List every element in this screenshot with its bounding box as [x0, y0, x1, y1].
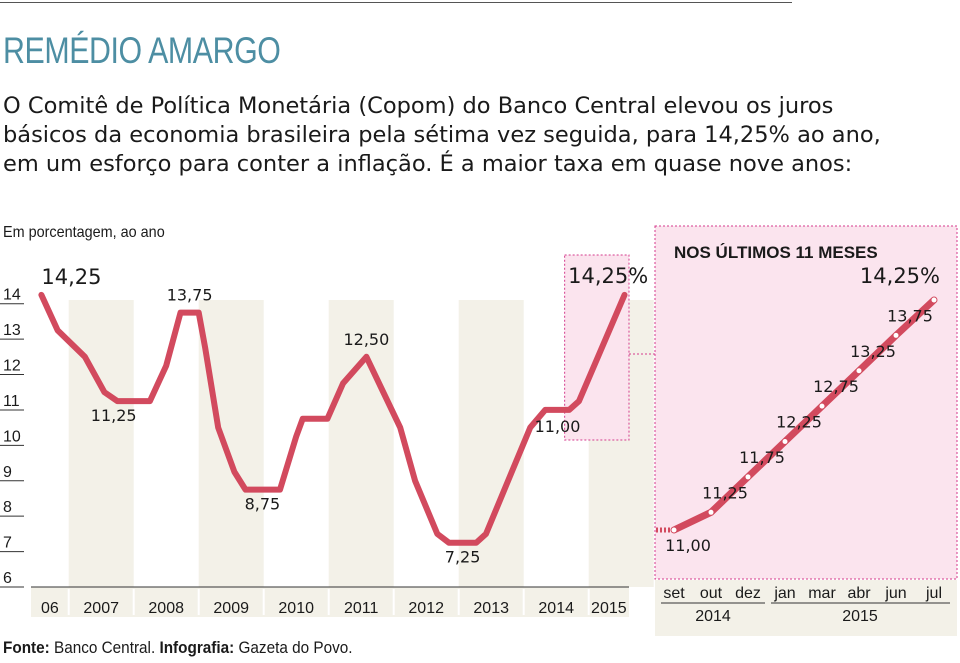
year-bands [31, 300, 654, 617]
main-series-line [38, 291, 628, 546]
inset-point [893, 332, 899, 338]
inset-title: NOS ÚLTIMOS 11 MESES [674, 243, 878, 262]
inset-value-label: 12,25 [776, 413, 822, 432]
inset-month-label: abr [847, 585, 871, 602]
inset-year-label: 2015 [842, 608, 878, 625]
main-annotations: 14,25 13,75 11,25 8,75 12,50 7,25 11,00 14,25% [41, 264, 648, 567]
inset-value-label: 13,75 [887, 306, 933, 325]
x-year-label: 06 [41, 600, 59, 617]
value-label: 8,75 [245, 495, 281, 514]
y-ticks: 6 7 8 9 10 11 12 13 14 [0, 287, 24, 588]
year-band [68, 300, 134, 587]
x-year-label: 2014 [538, 600, 574, 617]
value-label: 13,75 [167, 286, 213, 305]
value-label: 11,25 [91, 406, 137, 425]
inset-value-label: 11,75 [739, 448, 785, 467]
inset-series-line [670, 296, 938, 534]
credit-value: Gazeta do Povo. [234, 638, 353, 657]
x-year-label: 2012 [408, 600, 444, 617]
inset-value-label: 12,75 [813, 377, 859, 396]
inset-value-label: 11,00 [665, 536, 711, 555]
year-band [458, 300, 524, 587]
inset-point [782, 439, 788, 445]
value-label: 11,00 [535, 417, 581, 436]
inset-month-label: jan [773, 585, 795, 602]
x-year-label: 2008 [148, 600, 184, 617]
top-rule [0, 2, 792, 3]
value-label: 12,50 [343, 330, 389, 349]
y-tick-label: 13 [3, 322, 21, 339]
y-tick-label: 11 [3, 393, 20, 410]
y-tick-label: 6 [3, 570, 12, 587]
source-value: Banco Central. [49, 638, 160, 657]
credit-label: Infografia: [159, 638, 235, 657]
highlight-box [564, 254, 630, 441]
inset-point [745, 474, 751, 480]
inset-value-label: 11,25 [702, 483, 748, 502]
inset-point [708, 509, 714, 515]
source-note: Fonte: Banco Central. Infografia: Gazeta… [3, 638, 352, 658]
y-tick-label: 9 [3, 464, 12, 481]
inset-panel [654, 225, 958, 580]
inset-point [856, 368, 862, 374]
inset-point [671, 527, 677, 533]
source-label: Fonte: [3, 638, 50, 657]
x-year-label: 2007 [83, 600, 119, 617]
inset-month-label: jun [884, 585, 906, 602]
x-axis-strip [31, 587, 629, 617]
value-label: 7,25 [445, 548, 481, 567]
inset-month-label: mar [808, 585, 836, 602]
inset-value-label: 14,25% [860, 264, 940, 288]
value-label: 14,25 [41, 265, 101, 289]
y-tick-label: 14 [3, 287, 21, 304]
page-title: REMÉDIO AMARGO [3, 30, 281, 71]
inset-value-label: 13,25 [850, 342, 896, 361]
y-tick-label: 8 [3, 499, 12, 516]
inset-month-label: set [663, 585, 685, 602]
y-tick-label: 7 [3, 535, 12, 552]
inset-axis: set out dez jan mar abr jun jul 2014 2015 [655, 580, 957, 636]
value-label: 14,25% [568, 264, 648, 288]
inset-month-label: out [700, 585, 723, 602]
x-year-label: 2010 [278, 600, 314, 617]
inset-month-label: jul [925, 585, 942, 602]
y-tick-label: 10 [3, 428, 21, 445]
inset-month-label: dez [735, 585, 761, 602]
inset-value-labels: 11,00 11,25 11,75 12,25 12,75 13,25 13,75 14,25… [665, 264, 940, 555]
description: O Comitê de Política Monetária (Copom) d… [3, 93, 881, 177]
x-year-label: 2009 [213, 600, 249, 617]
unit-label: Em porcentagem, ao ano [3, 224, 165, 241]
inset-point [819, 403, 825, 409]
year-band [328, 300, 394, 587]
year-band [198, 300, 264, 587]
y-tick-label: 12 [3, 358, 21, 375]
inset-year-label: 2014 [695, 608, 731, 625]
x-year-label: 2015 [591, 600, 627, 617]
inset-axis-strip [655, 580, 957, 636]
x-year-label: 2013 [473, 600, 509, 617]
x-year-labels: 06 2007 2008 2009 2010 2011 2012 2013 2014 2015 [31, 586, 629, 617]
x-year-label: 2011 [344, 600, 379, 617]
inset-points [671, 297, 937, 533]
inset-point [931, 297, 937, 303]
